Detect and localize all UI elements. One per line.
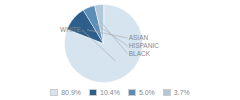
html-text:5.0%: 5.0% (138, 88, 155, 96)
html-text:10.4%: 10.4% (100, 88, 120, 96)
svg-text:BLACK: BLACK (129, 50, 151, 57)
html-text:3.7%: 3.7% (173, 88, 190, 96)
svg-text:WHITE: WHITE (60, 26, 82, 33)
html-text:80.9%: 80.9% (61, 88, 81, 96)
svg-text:HISPANIC: HISPANIC (129, 42, 160, 49)
svg-text:ASIAN: ASIAN (129, 34, 149, 41)
